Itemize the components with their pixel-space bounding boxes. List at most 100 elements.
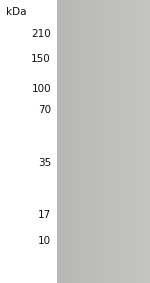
Bar [85,114,87,115]
Bar [130,109,132,110]
Bar [103,108,105,109]
Bar [87,106,88,107]
Bar [126,108,127,109]
Bar [118,114,119,115]
Bar [95,106,96,107]
Bar [80,114,81,115]
Bar [109,107,110,108]
Bar [90,107,91,108]
Bar [82,109,83,110]
Bar [117,107,118,108]
Bar [82,109,83,110]
Bar [82,106,83,107]
Bar [98,114,99,115]
Bar [84,114,86,115]
Bar [57,163,93,164]
Bar [103,114,105,115]
Bar [101,114,103,115]
Bar [100,107,101,108]
Bar [128,108,129,109]
Bar [90,108,91,109]
Bar [124,107,125,108]
Bar [57,160,93,161]
Bar [111,106,113,107]
Bar [120,109,122,110]
Bar [107,106,108,107]
Bar [91,114,92,115]
Bar [94,109,96,110]
Bar [126,109,127,110]
Bar [124,106,125,107]
Bar [105,114,106,115]
Bar [57,89,93,90]
Bar [57,57,93,58]
Bar [120,106,122,107]
Bar [92,106,94,107]
Bar [117,108,118,109]
Bar [131,108,132,109]
Bar [84,107,86,108]
Bar [82,107,83,108]
Bar [106,115,107,116]
Bar [79,109,80,110]
Bar [80,114,81,115]
Bar [118,109,120,110]
Bar [82,106,84,107]
Bar [112,109,114,110]
Bar [118,106,119,107]
Bar [116,108,117,109]
Bar [94,106,96,107]
Bar [114,106,115,107]
Bar [90,106,91,107]
Bar [128,107,129,108]
Bar [89,108,90,109]
Bar [92,109,93,110]
Bar [57,241,93,242]
Bar [126,107,127,108]
Bar [88,106,89,107]
Bar [110,109,111,110]
Bar [98,109,99,110]
Bar [117,109,118,110]
Bar [95,109,96,110]
Bar [97,115,98,116]
Bar [92,114,93,115]
Bar [89,109,90,110]
Bar [90,109,91,110]
Bar [124,109,125,110]
Bar [107,106,108,107]
Bar [100,108,101,109]
Text: 35: 35 [38,158,51,168]
Bar [107,109,108,110]
Bar [110,106,111,107]
Bar [93,114,95,115]
Bar [81,106,82,107]
Bar [95,114,96,115]
Bar [57,111,93,112]
Bar [97,107,98,108]
Bar [57,239,93,240]
Bar [85,109,87,110]
Bar [124,109,125,110]
Bar [84,106,86,107]
Bar [89,106,90,107]
Bar [57,58,93,59]
Bar [101,106,103,107]
Bar [78,114,79,115]
Bar [115,108,116,109]
Bar [57,34,93,35]
Bar [88,108,89,109]
Bar [108,106,109,107]
Bar [113,114,114,115]
Bar [108,108,109,109]
Bar [117,106,118,107]
Bar [89,109,90,110]
Bar [110,107,112,108]
Bar [98,115,99,116]
Bar [105,106,106,107]
Bar [93,115,95,116]
Bar [125,108,126,109]
Bar [120,106,122,107]
Bar [94,107,96,108]
Bar [97,106,98,107]
